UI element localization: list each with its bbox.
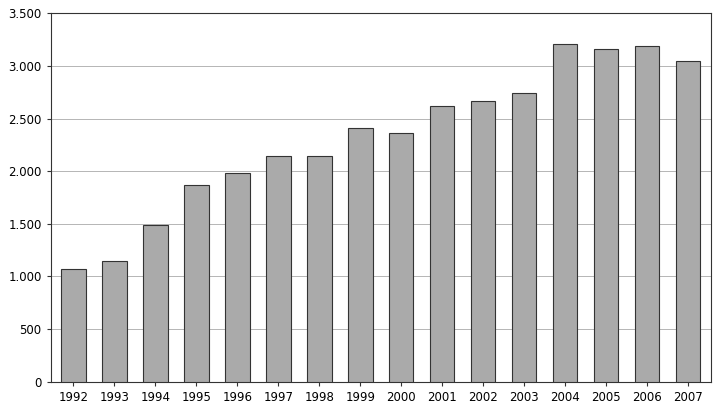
Bar [676,61,700,382]
Bar [143,225,168,382]
Bar [430,106,454,382]
Bar [61,269,86,382]
Bar [102,261,127,382]
Bar [471,101,495,382]
Bar [594,49,618,382]
Bar [184,185,209,382]
Bar [348,127,372,382]
Bar [553,44,577,382]
Bar [225,173,249,382]
Bar [307,156,331,382]
Bar [512,93,536,382]
Bar [389,133,413,382]
Bar [635,47,659,382]
Bar [266,157,290,382]
